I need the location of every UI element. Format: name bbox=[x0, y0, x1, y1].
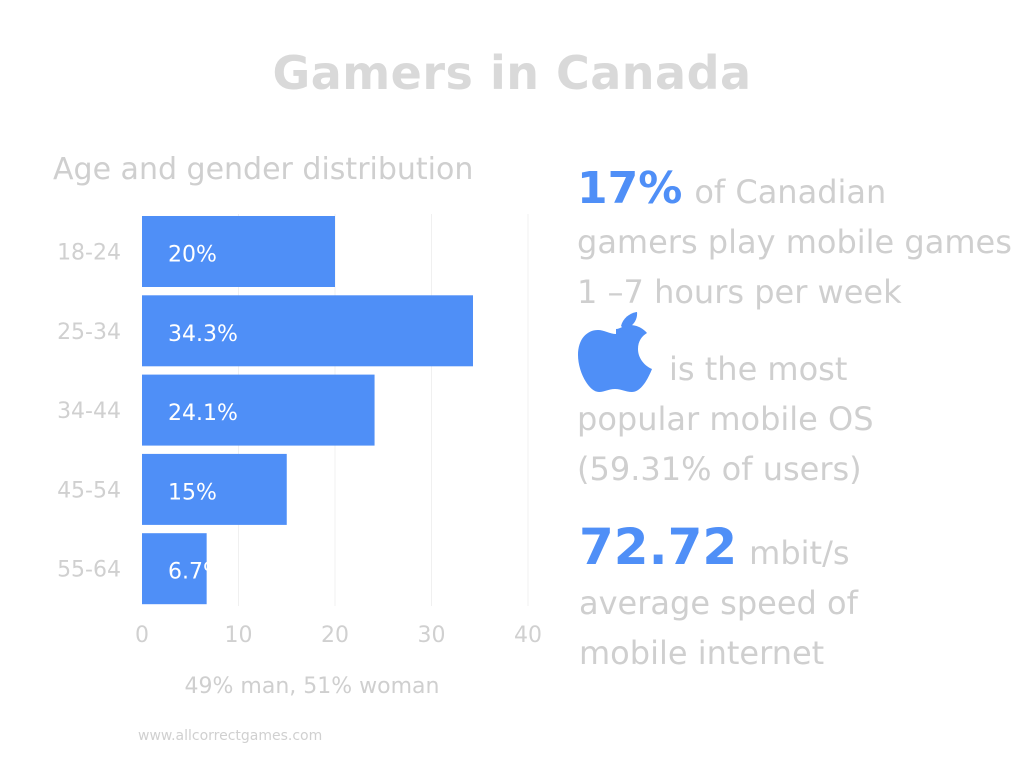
x-tick-label: 40 bbox=[514, 623, 542, 648]
bar-34-44 bbox=[142, 374, 375, 446]
bar-value-label: 34.3% bbox=[168, 322, 238, 347]
y-category-label: 45-54 bbox=[57, 478, 121, 503]
x-tick-label: 10 bbox=[225, 623, 253, 648]
page-title: Gamers in Canada bbox=[272, 46, 752, 100]
y-category-label: 25-34 bbox=[57, 320, 121, 345]
mobile-play-stat: 17% of Canadian gamers play mobile games … bbox=[577, 164, 1012, 317]
bar-value-label: 24.1% bbox=[168, 401, 238, 426]
mobile-os-line3: (59.31% of users) bbox=[577, 450, 862, 488]
x-tick-label: 0 bbox=[135, 623, 149, 648]
mobile-os-line2: popular mobile OS bbox=[577, 400, 874, 438]
bar-18-24 bbox=[142, 216, 335, 287]
mobile-play-line3: 1 –7 hours per week bbox=[577, 273, 902, 311]
chart-title: Age and gender distribution bbox=[53, 152, 474, 187]
mobile-play-line2: gamers play mobile games bbox=[577, 223, 1012, 261]
bar-55-64 bbox=[142, 533, 207, 605]
mobile-os-line1: is the most bbox=[669, 350, 848, 388]
age-distribution-chart: 18-24 20% 25-34 34.3% 34-44 24.1% 45-54 15% 55-6… bbox=[57, 214, 542, 648]
source-url: www.allcorrectgames.com bbox=[138, 728, 323, 744]
x-tick-label: 30 bbox=[418, 623, 446, 648]
bar-value-label: 20% bbox=[168, 243, 217, 268]
internet-speed-line2: average speed of bbox=[579, 584, 858, 622]
internet-speed-unit: mbit/s bbox=[749, 534, 850, 572]
bar-value-label: 15% bbox=[168, 480, 217, 505]
bar-25-34 bbox=[142, 295, 473, 367]
y-category-label: 18-24 bbox=[57, 241, 121, 266]
gender-split-note: 49% man, 51% woman bbox=[184, 674, 440, 699]
internet-speed-stat: 72.72 mbit/s average speed of mobile inte… bbox=[579, 522, 858, 678]
apple-icon bbox=[578, 312, 652, 392]
y-category-label: 55-64 bbox=[57, 558, 121, 583]
internet-speed-value: 72.72 bbox=[579, 518, 738, 576]
mobile-play-line1: of Canadian bbox=[694, 173, 887, 211]
mobile-os-stat: is the most popular mobile OS (59.31% of… bbox=[577, 312, 874, 494]
bar-value-label: 6.7% bbox=[168, 560, 224, 585]
bar-45-54 bbox=[142, 453, 287, 525]
mobile-play-value: 17% bbox=[577, 163, 683, 214]
y-category-label: 34-44 bbox=[57, 399, 121, 424]
internet-speed-line3: mobile internet bbox=[579, 634, 825, 672]
x-tick-label: 20 bbox=[321, 623, 349, 648]
